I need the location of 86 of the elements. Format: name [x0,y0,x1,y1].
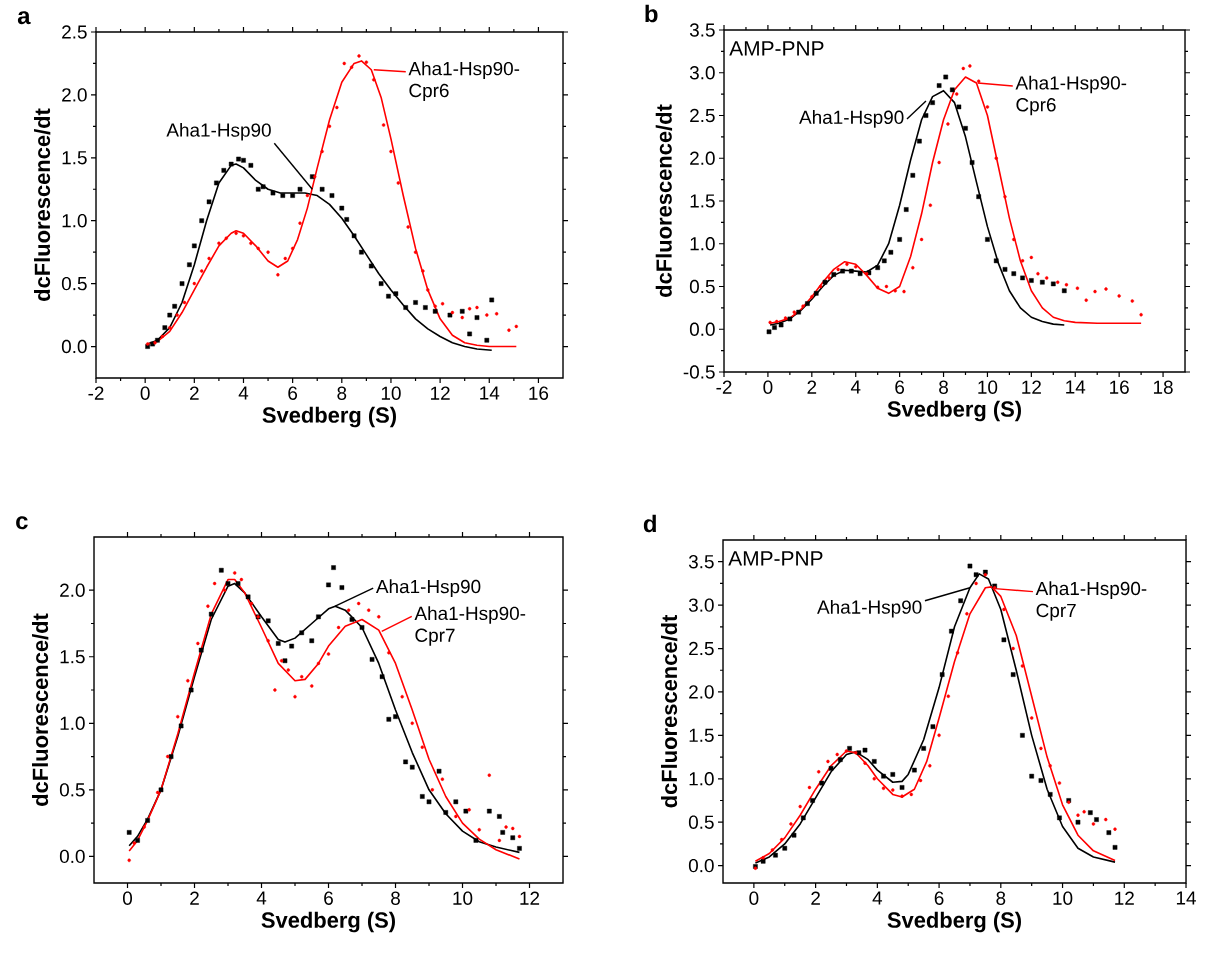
annotation: Aha1-Hsp90 [799,110,904,128]
y-tick-label: 1.5 [690,194,715,208]
y-tick-label: 2.0 [62,88,87,102]
x-tick-label: 2 [190,386,199,400]
x-tick-label: 2 [811,891,820,905]
x-tick-label: 8 [939,380,948,394]
x-tick-label: 8 [391,891,400,905]
annotation: Aha1-Hsp90 [375,579,481,597]
y-tick-label: 3.5 [689,23,715,37]
annotation: Aha1-Hsp90-Cpr7 [414,606,526,646]
chart-title: d [643,514,656,533]
x-tick-label: 2 [807,380,817,394]
y-tick-label: 3.0 [689,66,715,80]
y-tick-label: 1.0 [690,237,715,251]
y-tick-label: 0.5 [689,279,715,294]
x-tick-label: 10 [381,386,401,400]
annotation: AMP-PNP [728,551,823,566]
x-tick-label: 2 [190,891,199,905]
x-tick-label: 0 [749,891,759,905]
y-tick-label: 2.5 [690,108,715,123]
y-axis-title: dcFluorescence/dt [655,104,673,297]
x-tick-label: 16 [1110,380,1129,394]
y-tick-label: 2.5 [689,641,714,656]
y-axis-title: dcFluorescence/dt [34,108,51,301]
y-axis-title: dcFluorescence/dt [32,613,49,806]
y-tick-label: 2.0 [60,583,85,597]
y-tick-label: 2.5 [62,25,87,39]
annotation: Aha1-Hsp90 [166,122,271,141]
x-tick-label: 10 [453,891,473,905]
x-tick-label: 4 [238,386,249,400]
y-tick-label: 0.0 [59,849,85,864]
annotation: AMP-PNP [729,41,824,56]
x-tick-label: 12 [431,386,450,400]
x-tick-label: 12 [1022,380,1041,394]
x-tick-label: 6 [934,891,944,905]
x-tick-label: 0 [140,386,150,400]
x-tick-label: 6 [895,380,905,394]
x-tick-label: 14 [480,386,500,400]
x-tick-label: 12 [520,891,540,905]
x-tick-label: 0 [763,380,773,394]
x-tick-label: 18 [1153,380,1173,394]
y-tick-label: 1.5 [62,151,87,165]
x-tick-label: 4 [872,891,883,905]
y-tick-label: 3.0 [688,598,714,612]
y-tick-label: 1.0 [689,772,714,786]
annotation: Aha1-Hsp90-Cpr7 [1035,581,1147,621]
y-tick-label: -0.5 [683,365,715,379]
x-tick-label: 10 [1053,891,1073,905]
x-tick-label: 16 [529,386,549,400]
y-tick-label: 1.5 [689,728,714,742]
y-tick-label: 1.5 [60,650,85,664]
x-axis-title: Svedberg (S) [262,406,396,428]
y-tick-label: 0.0 [61,339,87,354]
y-tick-label: 0.5 [59,783,85,797]
y-tick-label: 3.5 [688,554,714,569]
x-tick-label: 8 [337,386,347,400]
y-tick-label: 0.0 [688,858,714,873]
x-axis-title: Svedberg (S) [887,400,1021,422]
x-tick-label: -2 [716,380,732,394]
annotation: Aha1-Hsp90-Cpr6 [408,61,520,101]
y-tick-label: 1.0 [62,214,87,228]
y-tick-label: 0.5 [61,276,87,291]
x-tick-label: 6 [288,386,298,400]
y-tick-label: 2.0 [689,685,714,699]
y-axis-title: dcFluorescence/dt [661,614,678,808]
x-tick-label: 12 [1115,891,1134,905]
x-tick-label: 14 [1066,380,1086,394]
y-tick-label: 1.0 [60,716,85,730]
y-tick-label: 0.0 [689,322,715,336]
annotation: Aha1-Hsp90 [817,599,922,618]
x-tick-label: 8 [996,891,1006,905]
x-tick-label: 4 [256,891,267,905]
x-tick-label: 0 [122,891,133,905]
x-tick-label: 10 [978,380,998,394]
annotation: Aha1-Hsp90-Cpr6 [1015,75,1127,116]
chart-title: a [17,11,31,25]
x-axis-title: Svedberg (S) [887,911,1021,933]
x-tick-label: 4 [850,380,861,394]
chart-title: c [16,516,28,530]
y-tick-label: 0.5 [688,815,714,829]
x-tick-label: 14 [1176,891,1196,905]
chart-title: b [645,4,658,23]
x-tick-label: 6 [324,891,333,905]
x-tick-label: -2 [88,386,104,400]
y-tick-label: 2.0 [690,151,715,165]
x-axis-title: Svedberg (S) [261,911,395,933]
